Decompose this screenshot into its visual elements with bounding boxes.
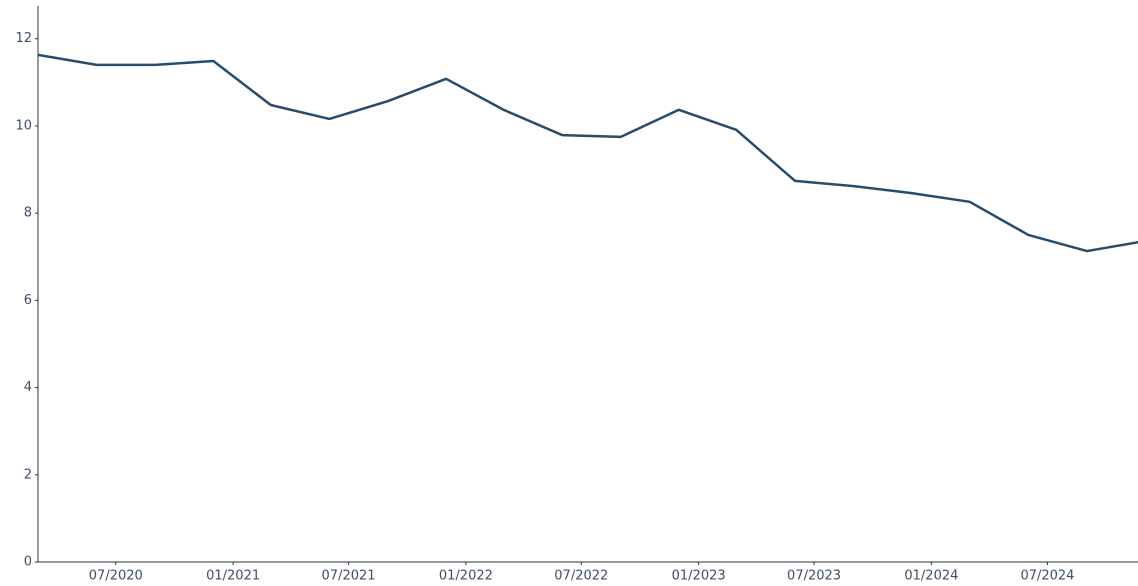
x-tick-label: 07/2021 bbox=[322, 569, 376, 584]
y-tick-label: 6 bbox=[24, 293, 32, 308]
x-tick-label: 07/2024 bbox=[1020, 569, 1074, 584]
x-tick-label: 01/2021 bbox=[206, 569, 260, 584]
x-tick-label: 07/2020 bbox=[89, 569, 143, 584]
x-tick-label: 01/2022 bbox=[439, 569, 493, 584]
x-tick-label: 01/2023 bbox=[672, 569, 726, 584]
data-line bbox=[38, 53, 1138, 253]
y-tick-label: 12 bbox=[15, 31, 32, 46]
y-tick-label: 0 bbox=[24, 555, 32, 570]
y-tick-label: 10 bbox=[15, 118, 32, 133]
y-tick-label: 2 bbox=[24, 467, 32, 482]
y-tick-label: 4 bbox=[24, 380, 32, 395]
x-tick-label: 07/2022 bbox=[554, 569, 608, 584]
x-tick-label: 07/2023 bbox=[787, 569, 841, 584]
y-tick-label: 8 bbox=[24, 206, 32, 221]
x-tick-label: 01/2024 bbox=[904, 569, 958, 584]
